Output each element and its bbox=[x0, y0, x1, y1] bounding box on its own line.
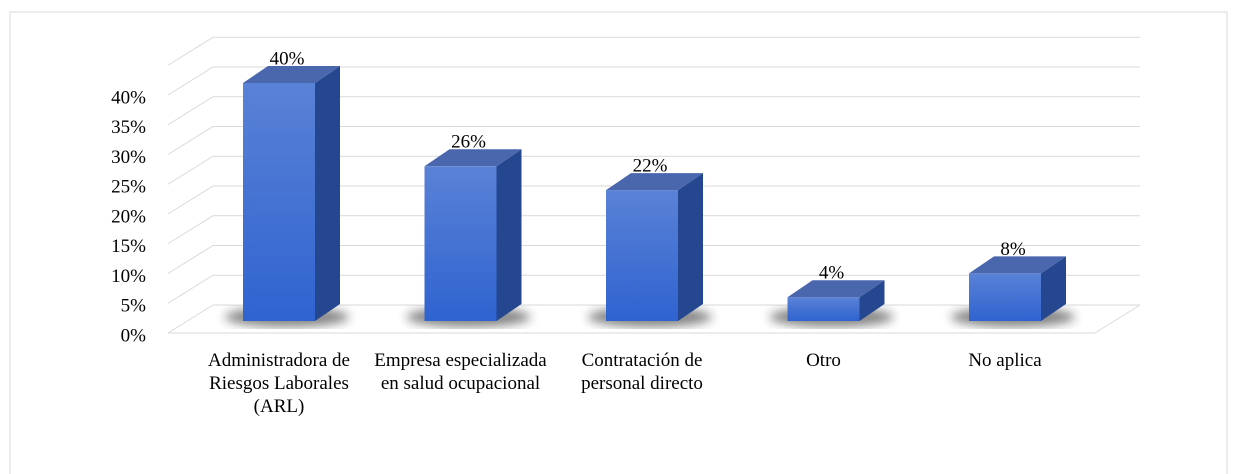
y-tick-label: 5% bbox=[121, 296, 147, 317]
bar-side bbox=[678, 173, 703, 321]
grid-line bbox=[167, 96, 1140, 126]
grid-line bbox=[167, 245, 1140, 274]
grid-line bbox=[167, 185, 1140, 215]
y-tick-label: 15% bbox=[111, 236, 146, 257]
y-tick-label: 25% bbox=[111, 177, 146, 198]
x-tick-label: Otro bbox=[806, 350, 841, 371]
bar bbox=[243, 83, 315, 321]
bar-side bbox=[859, 280, 885, 321]
y-tick-label: 20% bbox=[111, 206, 146, 227]
y-tick-label: 30% bbox=[111, 147, 146, 168]
bar bbox=[606, 190, 678, 321]
bar bbox=[969, 273, 1041, 321]
grid-line bbox=[167, 66, 1140, 96]
grid-line bbox=[167, 274, 1140, 304]
y-tick-label: 40% bbox=[111, 87, 146, 108]
x-tick-label: No aplica bbox=[968, 350, 1042, 371]
bar bbox=[424, 166, 497, 321]
data-label: 40% bbox=[270, 48, 305, 69]
bar-side bbox=[315, 66, 340, 321]
data-label: 8% bbox=[1000, 239, 1026, 260]
bar-top bbox=[243, 66, 340, 83]
bar-top bbox=[969, 256, 1066, 274]
bar-top bbox=[606, 173, 703, 191]
y-tick-label: 10% bbox=[111, 266, 146, 287]
floor-edge bbox=[1094, 304, 1141, 334]
y-tick-label: 35% bbox=[111, 117, 146, 138]
grid-line bbox=[167, 155, 1140, 185]
bar-side bbox=[496, 149, 522, 321]
data-label: 22% bbox=[633, 155, 668, 176]
x-tick-label: Empresa especializada en salud ocupacion… bbox=[374, 350, 547, 394]
x-tick-label: Contratación de personal directo bbox=[581, 350, 703, 394]
y-tick-label: 0% bbox=[121, 325, 147, 346]
bar-side bbox=[1041, 256, 1066, 321]
grid-line bbox=[167, 126, 1140, 155]
data-label: 26% bbox=[451, 132, 486, 153]
bar-top bbox=[787, 280, 885, 298]
data-label: 4% bbox=[819, 263, 845, 284]
grid-line bbox=[167, 36, 1140, 66]
bar-top bbox=[424, 149, 522, 167]
x-tick-label: Administradora de Riesgos Laborales (ARL… bbox=[208, 350, 350, 417]
grid-line bbox=[167, 215, 1140, 245]
frame bbox=[9, 11, 1228, 474]
bar bbox=[787, 297, 860, 321]
